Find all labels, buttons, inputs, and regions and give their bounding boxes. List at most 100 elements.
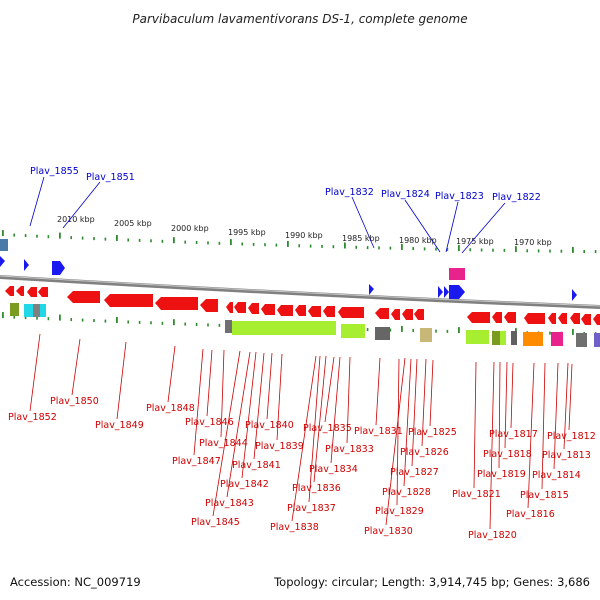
gene-arrow (402, 309, 413, 320)
gene-feature (0, 239, 8, 251)
gene-label[interactable]: Plav_1832 (325, 187, 374, 198)
major-tick (59, 232, 61, 239)
minor-tick (127, 320, 129, 324)
leader-line (324, 356, 335, 423)
gene-feature (576, 333, 587, 347)
gene-label[interactable]: Plav_1821 (452, 489, 501, 500)
gene-label[interactable]: Plav_1829 (375, 506, 424, 517)
gene-label[interactable]: Plav_1817 (489, 429, 538, 440)
scale-ticks-top (2, 230, 597, 254)
minor-tick (298, 244, 300, 248)
gene-label[interactable]: Plav_1828 (382, 487, 431, 498)
minor-tick (138, 320, 141, 324)
minor-tick (492, 248, 494, 252)
minor-tick (378, 246, 380, 250)
gene-label[interactable]: Plav_1827 (390, 467, 439, 478)
gene-arrow (467, 312, 490, 323)
gene-label[interactable]: Plav_1813 (542, 450, 591, 461)
scale-label: 2010 kbp (57, 215, 95, 224)
minor-tick (264, 243, 266, 247)
minor-tick (332, 245, 335, 249)
gene-label[interactable]: Plav_1851 (86, 172, 135, 183)
gene-arrow (369, 284, 374, 295)
gene-label[interactable]: Plav_1846 (185, 417, 234, 428)
gene-label[interactable]: Plav_1816 (506, 509, 555, 520)
gene-label[interactable]: Plav_1850 (50, 396, 99, 407)
gene-arrow (277, 305, 293, 316)
leader-line (411, 358, 418, 467)
gene-arrow (308, 306, 321, 317)
gene-label[interactable]: Plav_1818 (483, 449, 532, 460)
gene-label[interactable]: Plav_1844 (199, 438, 248, 449)
gene-feature (511, 331, 517, 345)
gene-label[interactable]: Plav_1826 (400, 447, 449, 458)
gene-label[interactable]: Plav_1812 (547, 431, 596, 442)
gene-arrow (261, 304, 275, 315)
gene-label[interactable]: Plav_1824 (381, 189, 430, 200)
minor-tick (104, 319, 107, 323)
major-tick (572, 246, 574, 253)
minor-tick (36, 316, 38, 320)
gene-label[interactable]: Plav_1840 (245, 420, 294, 431)
leader-line (498, 361, 501, 469)
reverse-genes (5, 286, 600, 325)
gene-label[interactable]: Plav_1849 (95, 420, 144, 431)
leader-line (241, 351, 257, 479)
gene-label[interactable]: Plav_1847 (172, 456, 221, 467)
gene-label[interactable]: Plav_1834 (309, 464, 358, 475)
gene-label[interactable]: Plav_1837 (287, 503, 336, 514)
leader-line (568, 363, 573, 431)
scale-label: 1975 kbp (456, 237, 494, 246)
leader-line (375, 357, 381, 426)
leader-line (220, 349, 225, 438)
minor-tick (218, 241, 221, 245)
gene-label[interactable]: Plav_1815 (520, 490, 569, 501)
gene-arrow (593, 314, 600, 325)
leader-line (553, 362, 559, 470)
minor-tick (138, 238, 141, 242)
gene-label[interactable]: Plav_1819 (477, 469, 526, 480)
leader-line (351, 196, 375, 249)
gene-label[interactable]: Plav_1823 (435, 191, 484, 202)
gene-label[interactable]: Plav_1835 (303, 423, 352, 434)
leader-line (404, 199, 441, 253)
major-tick (173, 237, 175, 244)
gene-feature (449, 268, 465, 280)
minor-tick (560, 249, 563, 253)
gene-label[interactable]: Plav_1831 (354, 426, 403, 437)
minor-tick (549, 249, 551, 253)
gene-label[interactable]: Plav_1845 (191, 517, 240, 528)
gene-label[interactable]: Plav_1855 (30, 166, 79, 177)
gene-feature (24, 304, 33, 317)
gene-label[interactable]: Plav_1830 (364, 526, 413, 537)
scale-label: 1980 kbp (399, 236, 437, 245)
minor-tick (537, 249, 540, 253)
minor-tick (93, 237, 95, 241)
leader-line (313, 355, 327, 483)
accession: Accession: NC_009719 (10, 575, 141, 589)
gene-label[interactable]: Plav_1848 (146, 403, 195, 414)
minor-tick (412, 329, 414, 333)
leader-line (71, 338, 81, 396)
minor-tick (423, 247, 426, 251)
gene-label[interactable]: Plav_1836 (292, 483, 341, 494)
minor-tick (150, 239, 152, 243)
gene-label[interactable]: Plav_1838 (270, 522, 319, 533)
scale-label: 2005 kbp (114, 219, 152, 228)
gene-label[interactable]: Plav_1852 (8, 412, 57, 423)
minor-tick (36, 234, 38, 238)
gene-label[interactable]: Plav_1843 (205, 498, 254, 509)
gene-arrow (524, 313, 545, 324)
leader-line (29, 333, 41, 412)
gene-label[interactable]: Plav_1814 (532, 470, 581, 481)
leader-line (308, 355, 321, 503)
gene-label[interactable]: Plav_1822 (492, 192, 541, 203)
gene-label[interactable]: Plav_1839 (255, 441, 304, 452)
minor-tick (13, 233, 15, 237)
gene-label[interactable]: Plav_1842 (220, 479, 269, 490)
gene-label[interactable]: Plav_1841 (232, 460, 281, 471)
gene-label[interactable]: Plav_1820 (468, 530, 517, 541)
gene-label[interactable]: Plav_1833 (325, 444, 374, 455)
leader-line (212, 350, 241, 517)
gene-label[interactable]: Plav_1825 (408, 427, 457, 438)
